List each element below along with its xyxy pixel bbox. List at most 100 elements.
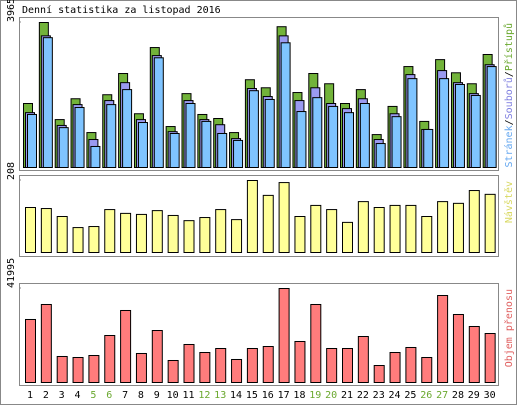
legend: Objem přenosu (503, 289, 515, 367)
bar (153, 57, 164, 168)
bar (296, 111, 307, 168)
bar (357, 336, 369, 384)
bar (389, 204, 401, 254)
x-tick-label: 29 (468, 390, 480, 401)
bar (40, 208, 52, 254)
legend-entry: Objem přenosu (503, 289, 515, 367)
x-tick-label: 7 (122, 390, 128, 401)
bar (405, 204, 417, 254)
bar (58, 127, 69, 168)
x-tick-label: 14 (230, 390, 242, 401)
legend-entry: Souborů (503, 77, 515, 119)
x-tick-label: 2 (43, 390, 49, 401)
bar (342, 221, 353, 253)
legend: Návštěv (503, 181, 515, 223)
bar (120, 309, 132, 384)
x-tick-label: 12 (198, 390, 210, 401)
x-tick-label: 26 (420, 390, 432, 401)
bar (342, 347, 353, 384)
bar (452, 202, 464, 254)
bar (231, 219, 243, 254)
bar (231, 358, 243, 384)
legend: Stránek/Souborů/Přístupů (503, 23, 515, 168)
bar (72, 356, 84, 383)
bar (25, 207, 36, 253)
legend-entry: Návštěv (503, 181, 515, 223)
legend-entry: Přístupů (503, 23, 515, 71)
bar (312, 97, 323, 168)
bar (215, 209, 227, 253)
x-tick-label: 23 (373, 390, 385, 401)
bar (326, 347, 338, 384)
x-tick-label: 27 (436, 390, 448, 401)
bar (25, 318, 36, 383)
bar (344, 112, 354, 168)
bar (470, 94, 481, 168)
x-tick-label: 20 (325, 390, 337, 401)
bar (56, 355, 68, 383)
bar (391, 116, 402, 168)
x-tick-label: 18 (293, 390, 305, 401)
x-tick-label: 15 (246, 390, 258, 401)
bar (262, 346, 274, 383)
chart-title: Denní statistika za listopad 2016 (22, 4, 221, 16)
bar (151, 330, 163, 384)
bar (72, 227, 84, 253)
bar (233, 139, 244, 168)
bar (294, 216, 306, 253)
bar (106, 104, 117, 169)
x-tick-label: 28 (452, 390, 464, 401)
bar (437, 201, 449, 254)
bar (183, 343, 195, 383)
x-tick-label: 3 (59, 390, 65, 401)
x-tick-label: 22 (357, 390, 369, 401)
bar (278, 182, 290, 253)
bar (199, 352, 211, 383)
bar (373, 207, 385, 253)
bar (437, 294, 449, 383)
bar (167, 359, 179, 384)
bar (27, 113, 37, 168)
bar (104, 209, 116, 253)
bar (421, 356, 433, 383)
bar (278, 288, 290, 383)
bar (310, 204, 322, 254)
bar (389, 352, 401, 383)
bar (468, 190, 480, 254)
x-tick-label: 16 (262, 390, 274, 401)
bar (468, 325, 480, 383)
bar (90, 145, 101, 169)
panel (19, 17, 499, 171)
bar (484, 333, 496, 383)
legend-separator: / (504, 119, 515, 125)
bar (294, 340, 306, 384)
bar (423, 128, 434, 168)
x-tick-label: 5 (90, 390, 96, 401)
bar (375, 143, 386, 169)
bar (122, 89, 133, 168)
y-tick-label: 3965 (6, 0, 17, 22)
bar (42, 37, 53, 168)
legend-separator: / (504, 71, 515, 77)
bar (137, 122, 148, 168)
bar (199, 217, 211, 254)
bar (185, 103, 196, 169)
x-tick-label: 4 (75, 390, 81, 401)
x-tick-label: 17 (278, 390, 290, 401)
x-tick-label: 30 (484, 390, 496, 401)
bar (88, 355, 100, 384)
bar (40, 303, 52, 384)
bar (439, 78, 450, 168)
x-tick-label: 19 (309, 390, 321, 401)
x-tick-label: 1 (27, 390, 33, 401)
x-tick-label: 10 (167, 390, 179, 401)
bar (328, 105, 339, 169)
bar (183, 220, 195, 253)
bar (135, 352, 147, 384)
x-tick-label: 25 (404, 390, 416, 401)
bar (169, 132, 180, 169)
y-tick-label: 41995 (6, 258, 17, 288)
bar (405, 346, 417, 384)
x-tick-label: 24 (389, 390, 401, 401)
